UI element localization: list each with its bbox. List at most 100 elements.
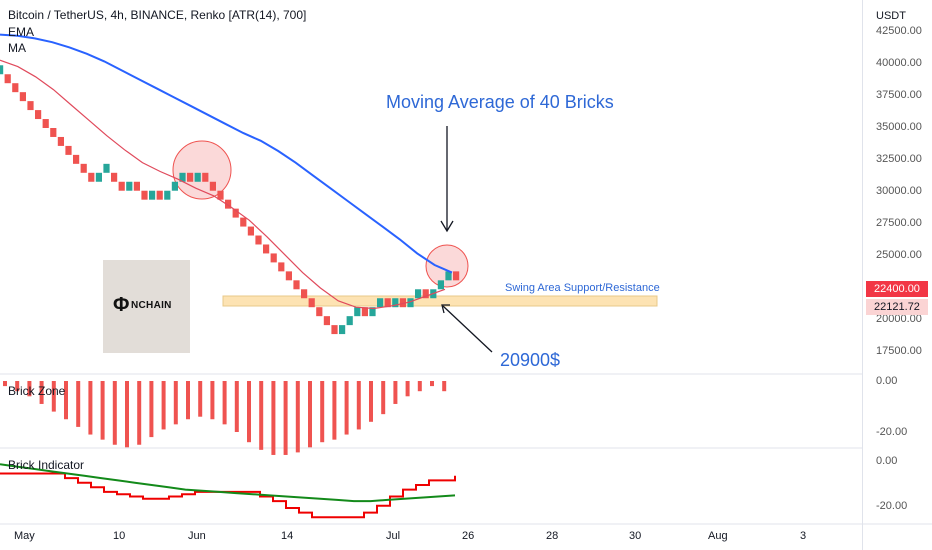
brick-zone-bar [381,381,386,415]
renko-brick [164,190,171,200]
ma-label[interactable]: MA [8,41,26,55]
brick-zone-bar [271,381,276,455]
time-label: 3 [800,530,807,542]
time-label: May [14,530,35,542]
brick-zone-bar [442,381,447,392]
brick-series [0,65,460,335]
last-price-badge: 22400.00 [866,281,928,297]
renko-brick [415,289,422,299]
renko-brick [445,271,452,281]
renko-brick [149,190,156,200]
renko-brick [301,289,308,299]
price-tick-label: 30000.00 [876,185,922,197]
ma-annotation: Moving Average of 40 Bricks [386,92,614,112]
renko-brick [12,83,19,93]
renko-brick [225,199,232,209]
renko-brick [209,181,216,191]
renko-brick [247,226,254,236]
renko-brick [50,128,57,137]
brick-zone-bar [27,381,32,397]
renko-brick [4,74,11,84]
renko-brick [73,154,80,164]
time-label: Jul [386,530,401,542]
brick-zone-bar [161,381,166,430]
chart-title: Bitcoin / TetherUS, 4h, BINANCE, Renko [… [8,8,307,22]
renko-brick [103,163,110,173]
renko-brick [255,235,262,245]
time-label: Jun [188,530,206,542]
renko-brick [453,271,460,281]
renko-brick [19,92,26,102]
renko-brick [323,316,330,326]
renko-brick [57,136,64,146]
brick-zone-bar [259,381,264,450]
brick-zone-bar [430,381,434,387]
brick-zone-label[interactable]: Brick Zone [8,384,66,398]
renko-brick [377,298,384,308]
price-tick-label: 20000.00 [876,313,922,325]
highlight-circle[interactable] [425,244,469,288]
brick-indicator-tick: 0.00 [876,455,898,467]
renko-brick [88,172,95,182]
price-tick-label: 32500.00 [876,153,922,165]
renko-brick [346,316,353,326]
brick-zone-bars [3,381,447,455]
brick-zone-bar [247,381,251,443]
ema-line [0,33,453,274]
ma-line [0,59,446,310]
renko-brick [285,271,292,281]
renko-brick [156,190,163,200]
renko-brick [361,307,368,317]
renko-brick [194,172,201,182]
price-tick-label: 40000.00 [876,57,922,69]
renko-brick [437,280,444,290]
swing-area-zone[interactable] [222,295,658,307]
renko-brick [217,190,224,200]
brick-zone-bar [222,381,227,425]
brick-zone-tick: -20.00 [876,426,908,438]
brick-zone-bar [344,381,349,435]
pointer-arrow [442,305,493,353]
brick-zone-bar [51,381,56,412]
renko-brick [392,298,399,308]
renko-brick [384,298,391,308]
renko-brick [422,289,429,299]
renko-brick [80,163,87,173]
brick-zone-bar [356,381,361,430]
logo-watermark [103,260,190,353]
down-arrow-head [440,220,454,233]
price-tick-label: 35000.00 [876,121,922,133]
brick-indicator-green-line [0,463,456,503]
brick-indicator-label[interactable]: Brick Indicator [8,458,85,472]
brick-zone-bar [15,381,20,392]
brick-zone-bar [125,381,129,448]
renko-brick [171,181,178,191]
price-axis[interactable] [862,0,932,550]
renko-brick [263,244,270,254]
brick-zone-bar [3,381,7,387]
renko-brick [95,172,102,182]
currency-label: USDT [876,10,906,22]
renko-brick [354,307,361,317]
time-label: 30 [629,530,642,542]
level-annotation: 20900$ [500,350,561,370]
renko-brick [111,172,118,182]
swing-area-annotation: Swing Area Support/Resistance [505,282,660,294]
renko-brick [240,217,247,227]
brick-zone-bar [393,381,398,404]
brick-zone-bar [198,381,203,417]
renko-brick [308,298,315,308]
brick-zone-bar [39,381,44,404]
price-tick-label: 42500.00 [876,25,922,37]
ema-label[interactable]: EMA [8,25,35,39]
time-label: Aug [708,530,728,542]
renko-brick [316,307,323,317]
renko-brick [331,325,338,335]
logo-mark: Φ [113,294,130,316]
time-label: 10 [113,530,126,542]
renko-brick [407,298,414,308]
renko-brick [35,110,42,120]
renko-brick [187,172,194,182]
